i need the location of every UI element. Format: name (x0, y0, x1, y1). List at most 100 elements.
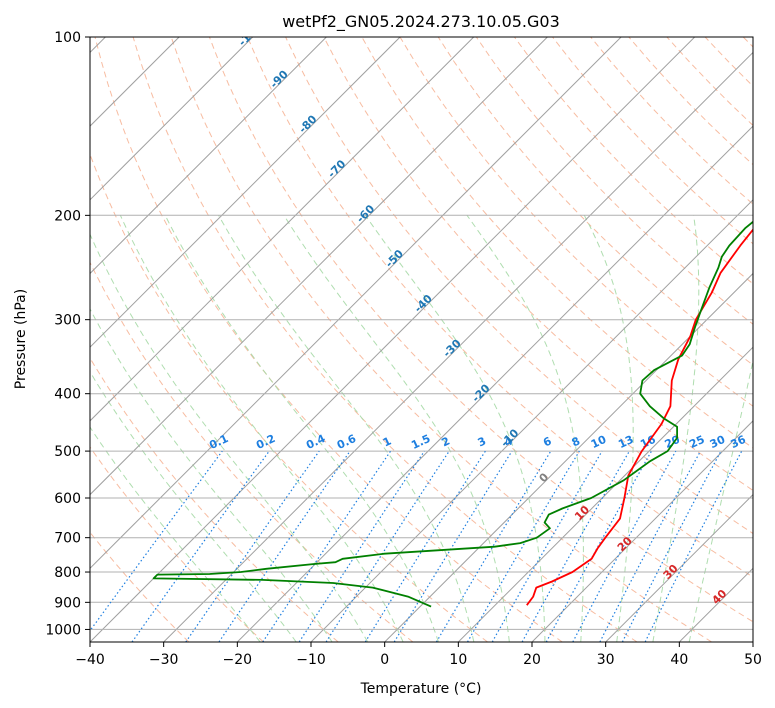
mixing-ratio-line (185, 450, 320, 642)
mixing-ratio-label: 1.5 (409, 432, 432, 452)
moist-adiabat (466, 215, 584, 642)
isotherm-label: -80 (296, 112, 319, 135)
dry-adiabat (90, 446, 264, 642)
y-tick-label: 900 (54, 595, 81, 611)
x-axis: −40 −30 −20 −10 0 10 20 30 40 50 (75, 642, 762, 668)
moist-adiabat (90, 308, 333, 642)
dry-adiabat (170, 37, 712, 642)
skewed-isotherm (90, 37, 696, 642)
isotherm-label: -70 (325, 157, 348, 180)
mixing-ratio-line (218, 450, 351, 642)
chart-title: wetPf2_GN05.2024.273.10.05.G03 (282, 12, 560, 32)
dry-adiabat (90, 261, 414, 642)
mixing-ratio-label: 20 (663, 433, 683, 451)
mixing-ratio-label: 25 (687, 433, 706, 451)
x-tick-label: −20 (223, 652, 253, 668)
y-tick-label: 800 (54, 565, 81, 581)
mixing-ratio-line (325, 450, 450, 642)
mixing-ratio-label: 0.1 (207, 432, 230, 452)
skewed-isotherm (90, 37, 401, 348)
dry-adiabat (513, 37, 753, 285)
dry-adiabat (323, 37, 753, 492)
isotherm-label: -40 (412, 292, 435, 315)
isotherm-label: -30 (441, 337, 464, 360)
x-tick-label: 0 (380, 652, 389, 668)
x-tick-label: −10 (296, 652, 326, 668)
y-axis: 100 200 300 400 500 600 700 800 900 1000 (45, 30, 90, 638)
dry-adiabat (90, 357, 339, 642)
skewed-isotherm (90, 37, 622, 569)
y-axis-label: Pressure (hPa) (13, 289, 29, 389)
mixing-ratio-line (644, 450, 743, 642)
skewed-isotherm (90, 37, 548, 496)
mixing-ratio-label: 2 (440, 434, 452, 449)
dry-adiabat (437, 37, 753, 366)
mixing-ratio-line (131, 450, 270, 642)
mixing-ratio-label: 36 (729, 433, 749, 451)
skewed-isotherm (678, 567, 753, 642)
y-tick-label: 1000 (45, 622, 81, 638)
moist-adiabat (583, 215, 634, 642)
mixing-ratio-label: 30 (708, 433, 728, 451)
skewed-isotherm (90, 37, 254, 201)
dry-adiabat (666, 37, 753, 127)
isotherm-label: -10 (498, 426, 521, 449)
mixing-ratio-line (545, 450, 653, 642)
plot-area: 0.1 0.2 0.4 0.6 1 1.5 2 3 4 6 8 10 13 16 20 25 30 36-100-… (90, 20, 753, 642)
moist-adiabat (688, 358, 753, 642)
mixing-ratio-line (364, 450, 486, 642)
mixing-ratio-label: 3 (476, 434, 488, 449)
moist-adiabat (283, 215, 510, 642)
dewpoint-profile (152, 154, 753, 608)
skewed-isotherm (531, 420, 753, 642)
x-tick-label: 10 (449, 652, 467, 668)
x-tick-label: −40 (75, 652, 105, 668)
isotherm-label: 20 (615, 534, 635, 554)
skewed-isotherm (236, 125, 753, 642)
mixing-ratio-line (298, 450, 425, 642)
moist-adiabat (652, 215, 700, 642)
dry-adiabat (552, 37, 753, 245)
skewed-isotherm (163, 51, 753, 642)
x-tick-label: −30 (149, 652, 179, 668)
dry-adiabat (247, 37, 753, 578)
x-tick-label: 40 (670, 652, 688, 668)
y-tick-label: 300 (54, 313, 81, 329)
mixing-ratio-label: 10 (589, 433, 609, 451)
dry-adiabat (590, 37, 753, 205)
mixing-ratio-label: 0.6 (335, 432, 358, 452)
mixing-ratio-line (572, 450, 677, 642)
y-tick-label: 500 (54, 444, 81, 460)
isotherm-label: -100 (236, 20, 265, 49)
dry-adiabat (285, 37, 753, 535)
moist-adiabat (218, 215, 475, 642)
plot-frame (89, 36, 754, 643)
dry-adiabat (132, 37, 638, 642)
y-tick-label: 400 (54, 387, 81, 403)
skewed-isotherm (752, 641, 753, 642)
y-tick-label: 700 (54, 531, 81, 547)
mixing-ratio-label: 0.4 (304, 432, 327, 452)
mixing-ratio-label: 6 (541, 434, 554, 449)
mixing-ratio-line (521, 450, 630, 642)
skewed-isotherm (90, 37, 475, 422)
temperature-profile (526, 228, 753, 606)
mixing-ratio-line (90, 450, 223, 632)
x-tick-label: 30 (597, 652, 615, 668)
dry-adiabat (208, 37, 753, 623)
moist-adiabat (90, 426, 261, 642)
dry-adiabat (742, 37, 753, 48)
mixing-ratio-label: 8 (570, 434, 582, 449)
x-tick-label: 50 (744, 652, 762, 668)
isotherm-label: -60 (354, 202, 377, 225)
mixing-ratio-label: 0.2 (254, 432, 277, 452)
isotherm-label: 40 (709, 587, 729, 607)
mixing-ratio-line (393, 450, 513, 642)
moist-adiabat (364, 215, 546, 642)
y-tick-label: 200 (54, 208, 81, 224)
y-tick-label: 600 (54, 491, 81, 507)
skewed-isotherm (90, 37, 327, 275)
dry-adiabat (94, 37, 563, 642)
skewed-isotherm (384, 272, 753, 642)
